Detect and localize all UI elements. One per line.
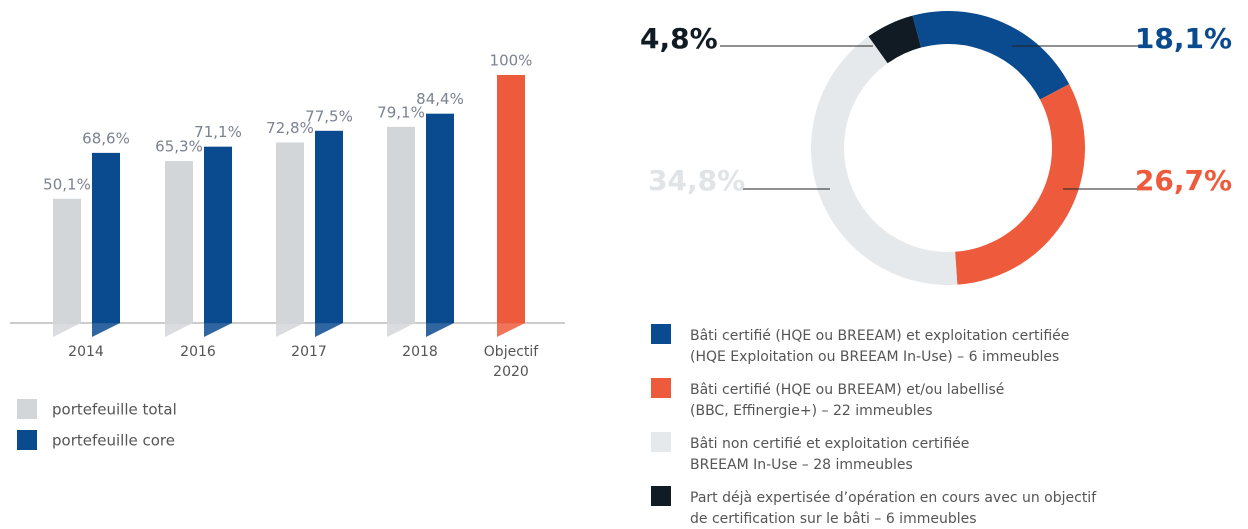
legend-swatch bbox=[651, 378, 671, 398]
value-label: 50,1% bbox=[43, 175, 91, 193]
bar bbox=[53, 198, 81, 323]
legend-swatch bbox=[651, 324, 671, 344]
legend-swatch bbox=[17, 399, 37, 419]
bar-shadow bbox=[315, 323, 343, 337]
legend-label: Part déjà expertisée d’opération en cour… bbox=[690, 490, 1097, 506]
legend-swatch bbox=[17, 430, 37, 450]
value-label: 84,4% bbox=[416, 90, 464, 108]
x-tick-label: 2016 bbox=[180, 344, 216, 360]
value-label: 65,3% bbox=[155, 138, 203, 156]
bar-shadow bbox=[92, 323, 120, 337]
bar-shadow bbox=[426, 323, 454, 337]
bar bbox=[426, 113, 454, 323]
value-label: 34,8% bbox=[648, 164, 745, 197]
bar bbox=[497, 75, 525, 323]
donut-slice bbox=[868, 15, 922, 64]
donut-slice bbox=[912, 11, 1070, 100]
legend-label: Bâti certifié (HQE ou BREEAM) et/ou labe… bbox=[690, 382, 1004, 398]
bar bbox=[204, 146, 232, 323]
legend-label: Bâti certifié (HQE ou BREEAM) et exploit… bbox=[690, 328, 1069, 344]
value-label: 100% bbox=[490, 52, 533, 70]
legend-label: de certification sur le bâti – 6 immeubl… bbox=[690, 511, 977, 527]
legend-swatch bbox=[651, 486, 671, 506]
bar bbox=[276, 142, 304, 323]
bar-shadow bbox=[276, 323, 304, 337]
value-label: 18,1% bbox=[1135, 22, 1232, 55]
legend-swatch bbox=[651, 432, 671, 452]
donut-slice bbox=[955, 84, 1085, 285]
legend-label: (HQE Exploitation ou BREEAM In-Use) – 6 … bbox=[690, 349, 1059, 365]
x-tick-label: 2017 bbox=[291, 344, 327, 360]
value-label: 77,5% bbox=[305, 107, 353, 125]
legend-label: portefeuille core bbox=[52, 432, 175, 450]
value-label: 68,6% bbox=[82, 129, 130, 147]
bar-shadow bbox=[387, 323, 415, 337]
bar-shadow bbox=[165, 323, 193, 337]
value-label: 71,1% bbox=[194, 123, 242, 141]
x-tick-label: 2014 bbox=[68, 344, 104, 360]
bar bbox=[315, 130, 343, 323]
bar bbox=[387, 126, 415, 323]
bar-shadow bbox=[497, 323, 525, 337]
bar-shadow bbox=[204, 323, 232, 337]
legend-label: (BBC, Effinergie+) – 22 immeubles bbox=[690, 403, 933, 419]
value-label: 72,8% bbox=[266, 119, 314, 137]
donut-slice bbox=[811, 36, 958, 285]
value-label: 26,7% bbox=[1135, 164, 1232, 197]
x-tick-label: 2018 bbox=[402, 344, 438, 360]
legend-label: portefeuille total bbox=[52, 401, 177, 419]
bar-shadow bbox=[53, 323, 81, 337]
value-label: 79,1% bbox=[377, 103, 425, 121]
bar bbox=[165, 161, 193, 323]
x-tick-label: Objectif bbox=[484, 344, 539, 360]
x-tick-label: 2020 bbox=[493, 364, 529, 380]
legend-label: BREEAM In-Use – 28 immeubles bbox=[690, 457, 913, 473]
value-label: 4,8% bbox=[640, 22, 718, 55]
bar bbox=[92, 152, 120, 323]
legend-label: Bâti non certifié et exploitation certif… bbox=[690, 436, 969, 452]
